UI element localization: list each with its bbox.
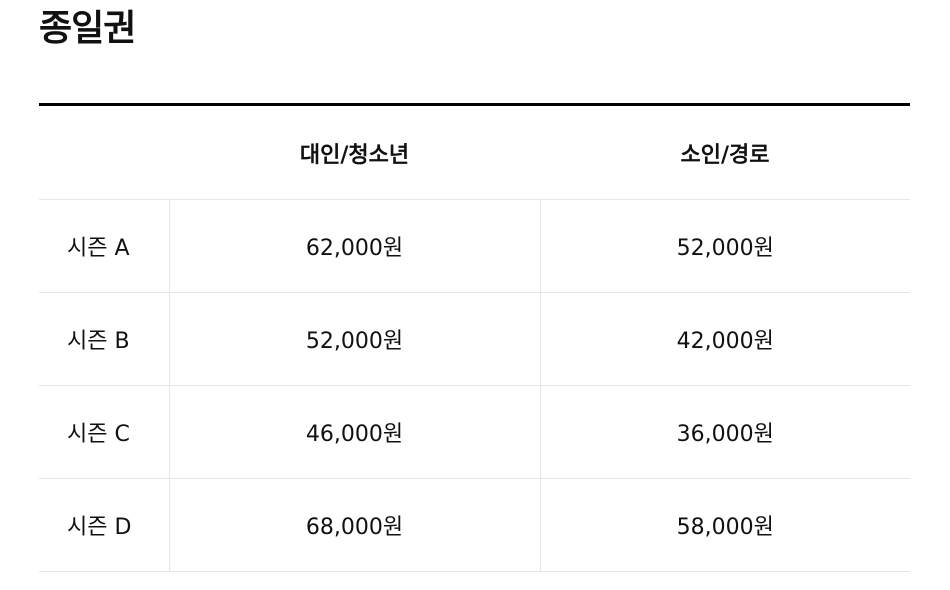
season-cell: 시즌 C: [39, 385, 169, 479]
season-cell: 시즌 A: [39, 199, 169, 293]
header-child-senior: 소인/경로: [540, 104, 910, 200]
header-row: 대인/청소년 소인/경로: [39, 104, 910, 200]
adult-youth-price: 68,000원: [168, 478, 540, 572]
season-cell: 시즌 D: [39, 478, 169, 572]
child-senior-price: 58,000원: [539, 478, 910, 572]
table-row: 시즌 A 62,000원 52,000원: [39, 199, 910, 293]
table-row: 시즌 C 46,000원 36,000원: [39, 385, 910, 479]
adult-youth-price: 46,000원: [168, 385, 540, 479]
adult-youth-price: 52,000원: [168, 292, 540, 386]
adult-youth-price: 62,000원: [168, 199, 540, 293]
table-body: 시즌 A 62,000원 52,000원 시즌 B 52,000원 42,000…: [39, 199, 910, 572]
header-season: [39, 104, 169, 200]
child-senior-price: 42,000원: [539, 292, 910, 386]
table-row: 시즌 B 52,000원 42,000원: [39, 292, 910, 386]
table-row: 시즌 D 68,000원 58,000원: [39, 478, 910, 572]
table-header: 대인/청소년 소인/경로: [39, 104, 910, 200]
season-cell: 시즌 B: [39, 292, 169, 386]
child-senior-price: 52,000원: [539, 199, 910, 293]
header-adult-youth: 대인/청소년: [169, 104, 540, 200]
child-senior-price: 36,000원: [539, 385, 910, 479]
price-table: 대인/청소년 소인/경로 시즌 A 62,000원 52,000원 시즌 B 5…: [39, 103, 910, 572]
page-title: 종일권: [39, 8, 136, 49]
